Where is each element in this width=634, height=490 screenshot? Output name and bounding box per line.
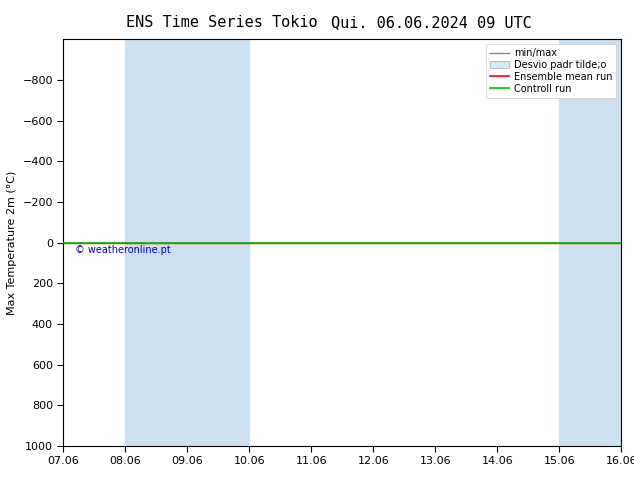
Text: © weatheronline.pt: © weatheronline.pt	[75, 245, 171, 255]
Bar	[559, 39, 621, 446]
Text: Qui. 06.06.2024 09 UTC: Qui. 06.06.2024 09 UTC	[331, 15, 531, 30]
Bar	[126, 39, 249, 446]
Legend: min/max, Desvio padr tilde;o, Ensemble mean run, Controll run: min/max, Desvio padr tilde;o, Ensemble m…	[486, 44, 616, 98]
Y-axis label: Max Temperature 2m (°C): Max Temperature 2m (°C)	[7, 171, 17, 315]
Text: ENS Time Series Tokio: ENS Time Series Tokio	[126, 15, 318, 30]
